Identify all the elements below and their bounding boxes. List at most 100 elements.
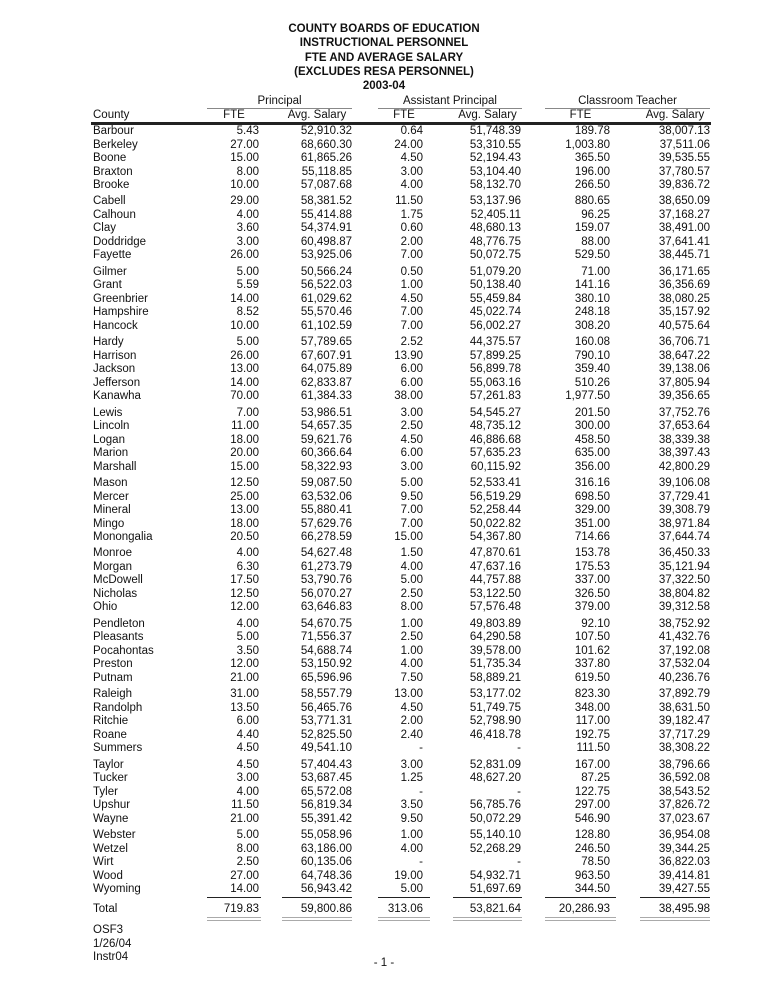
table-row-cell: 54,670.75 — [300, 617, 352, 630]
total-double-rule — [207, 917, 261, 921]
table-row-cell: 56,522.03 — [300, 279, 352, 292]
table-row-county: Lewis — [93, 406, 123, 419]
table-row-cell: 37,752.76 — [658, 406, 710, 419]
table-row-cell: 57,899.25 — [469, 349, 521, 362]
table-row-cell: 8.00 — [400, 601, 423, 614]
table-row-cell: 44,757.88 — [469, 574, 521, 587]
table-row-cell: 38,631.50 — [658, 701, 710, 714]
table-row-cell: 107.50 — [574, 631, 610, 644]
table-row-cell: 18.00 — [230, 517, 259, 530]
table-row-cell: 53,104.40 — [469, 165, 521, 178]
table-row-county: Pleasants — [93, 631, 144, 644]
table-row-county: Logan — [93, 433, 125, 446]
table-row-cell: 45,022.74 — [469, 306, 521, 319]
table-row-cell: 64,290.58 — [469, 631, 521, 644]
table-row-cell: 15.00 — [230, 460, 259, 473]
table-row-cell: 38,971.84 — [658, 517, 710, 530]
table-row-cell: 37,168.27 — [658, 208, 710, 221]
table-row-cell: 128.80 — [574, 829, 610, 841]
subtotal-rule — [207, 897, 261, 898]
table-row-cell: 52,258.44 — [469, 504, 521, 516]
table-row-cell: 17.50 — [230, 574, 259, 587]
table-row-cell: 160.08 — [574, 336, 610, 349]
total-double-rule — [545, 917, 616, 921]
table-row-cell: 55,063.16 — [469, 376, 521, 389]
table-row-cell: 619.50 — [574, 671, 610, 684]
table-row-cell: 15.00 — [230, 152, 259, 164]
table-row-cell: 57,789.65 — [300, 336, 352, 349]
table-row-cell: 379.00 — [574, 601, 610, 614]
table-row-cell: 4.50 — [236, 758, 259, 771]
table-row-cell: 87.25 — [581, 772, 610, 785]
table-row-cell: 42,800.29 — [658, 460, 710, 473]
table-row-cell: 3.50 — [400, 799, 423, 812]
table-row-cell: 10.00 — [230, 179, 259, 191]
table-row-cell: 246.50 — [574, 842, 610, 855]
table-row-cell: 5.00 — [400, 574, 423, 587]
table-row-cell: 39,578.00 — [469, 644, 521, 657]
table-row-cell: 60,115.92 — [470, 460, 521, 473]
table-row-cell: 337.00 — [574, 574, 610, 587]
table-row-cell: 40,236.76 — [658, 671, 710, 684]
table-row-cell: 5.00 — [236, 265, 259, 278]
table-row-cell: 101.62 — [574, 644, 610, 657]
table-row-cell: 14.00 — [230, 376, 259, 389]
table-row-cell: 36,592.08 — [658, 772, 710, 785]
footer-code: OSF3 — [93, 924, 124, 936]
table-row-cell: 13.90 — [394, 349, 423, 362]
column-header: Avg. Salary — [287, 109, 347, 121]
page-number: - 1 - — [373, 957, 395, 969]
table-row-cell: 54,374.91 — [300, 222, 352, 235]
table-row-cell: 46,886.68 — [469, 433, 521, 446]
table-row-cell: 58,889.21 — [469, 671, 521, 684]
table-row-cell: 20.50 — [230, 531, 259, 543]
total-double-rule — [282, 917, 352, 921]
table-row-county: Clay — [93, 222, 117, 235]
table-row-cell: 1,977.50 — [565, 390, 610, 403]
table-row-cell: 9.50 — [400, 812, 423, 825]
table-row-county: Tyler — [93, 785, 118, 798]
table-row-county: Kanawha — [93, 390, 141, 403]
table-row-county: Marion — [93, 447, 129, 460]
table-row-cell: 56,070.27 — [300, 587, 352, 600]
footer-file: Instr04 — [93, 951, 129, 963]
table-row-cell: 4.00 — [400, 560, 423, 573]
table-row-county: Mingo — [93, 517, 125, 530]
table-row-cell: 44,375.57 — [469, 336, 521, 349]
table-row-cell: 46,418.78 — [469, 728, 521, 741]
table-row-cell: - — [517, 742, 521, 755]
table-row-cell: 2.50 — [400, 631, 423, 644]
table-row-cell: 9.50 — [400, 490, 423, 503]
table-row-cell: 201.50 — [574, 406, 610, 419]
table-row-cell: 39,106.08 — [658, 477, 710, 489]
table-row-cell: 57,635.23 — [469, 447, 521, 460]
table-row-cell: 3.00 — [236, 235, 259, 248]
table-row-cell: 8.00 — [236, 842, 259, 855]
table-row-cell: 141.16 — [574, 279, 610, 292]
table-row-cell: 5.00 — [236, 631, 259, 644]
table-row-cell: 38,804.82 — [658, 587, 710, 600]
table-row-cell: 51,735.34 — [469, 658, 521, 671]
table-row-cell: 54,688.74 — [300, 644, 352, 657]
table-row-cell: 37,641.41 — [658, 235, 710, 248]
table-row-cell: 1.25 — [400, 772, 423, 785]
table-row-county: Mercer — [93, 490, 129, 503]
table-row-cell: 53,986.51 — [300, 406, 352, 419]
table-row-cell: 36,822.03 — [658, 856, 710, 868]
table-row-cell: 52,194.43 — [469, 152, 521, 164]
table-row-county: Pendleton — [93, 617, 145, 630]
table-row-cell: 68,660.30 — [300, 138, 352, 151]
table-row-cell: 11.50 — [231, 799, 259, 812]
table-row-cell: 39,312.58 — [658, 601, 710, 614]
table-row-cell: 61,029.62 — [300, 292, 352, 305]
table-row-cell: 153.78 — [574, 547, 610, 560]
table-row-cell: 1.75 — [400, 208, 423, 221]
table-row-cell: 48,680.13 — [469, 222, 521, 235]
table-row-cell: 38,796.66 — [658, 758, 710, 771]
table-row-cell: 35,121.94 — [658, 560, 710, 573]
table-row-cell: 37,805.94 — [658, 376, 710, 389]
table-row-cell: 11.00 — [231, 420, 259, 433]
table-row-county: Jefferson — [93, 376, 141, 389]
table-row-cell: 47,637.16 — [469, 560, 521, 573]
table-row-cell: 510.26 — [574, 376, 610, 389]
